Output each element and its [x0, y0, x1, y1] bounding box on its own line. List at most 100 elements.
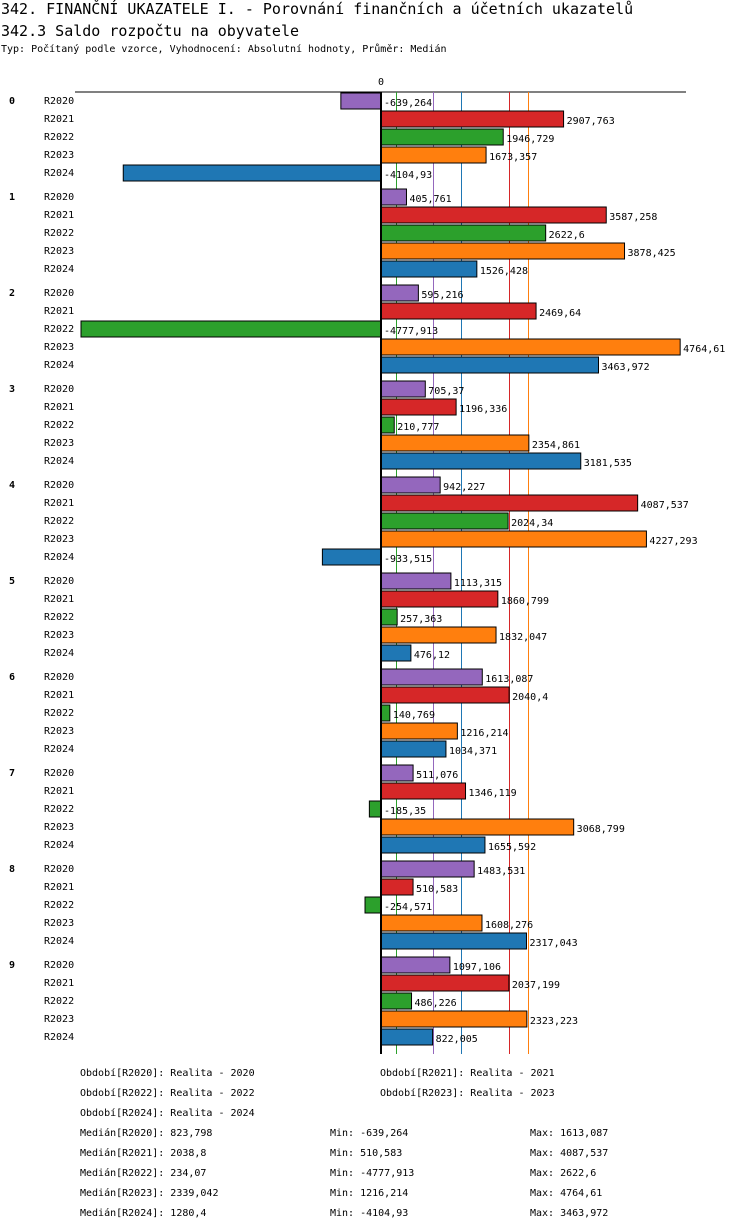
stat-max-r2021: Max: 4087,537	[530, 1148, 609, 1159]
bar-value-label: 2037,199	[512, 980, 560, 991]
series-row-label: R2022	[44, 708, 74, 719]
bar-value-label: 1608,276	[485, 920, 533, 931]
bar-r2021	[380, 974, 510, 992]
series-row-label: R2021	[44, 402, 74, 413]
bar-r2020	[380, 764, 414, 782]
bar-value-label: -254,571	[384, 902, 432, 913]
series-row-label: R2023	[44, 534, 74, 545]
series-row-label: R2024	[44, 360, 74, 371]
category-label: 8	[9, 864, 15, 875]
bar-value-label: -639,264	[384, 98, 432, 109]
series-row-label: R2023	[44, 438, 74, 449]
bar-r2022	[380, 512, 509, 530]
bar-r2023	[380, 914, 483, 932]
bar-value-label: 1034,371	[449, 746, 497, 757]
bar-r2021	[380, 206, 607, 224]
series-row-label: R2023	[44, 822, 74, 833]
bar-value-label: 3587,258	[609, 212, 657, 223]
series-row-label: R2022	[44, 420, 74, 431]
bar-value-label: 705,37	[428, 386, 464, 397]
bar-value-label: 4087,537	[641, 500, 689, 511]
bar-r2024	[321, 548, 382, 566]
bar-value-label: 257,363	[400, 614, 442, 625]
bar-value-label: 942,227	[443, 482, 485, 493]
legend-period-r2024: Období[R2024]: Realita - 2024	[80, 1108, 255, 1119]
category-label: 3	[9, 384, 15, 395]
bar-value-label: 1196,336	[459, 404, 507, 415]
bar-r2024	[380, 260, 478, 278]
bar-r2023	[380, 530, 647, 548]
bar-value-label: 210,777	[397, 422, 439, 433]
bar-value-label: 1832,047	[499, 632, 547, 643]
category-label: 7	[9, 768, 15, 779]
bar-r2021	[380, 302, 537, 320]
series-row-label: R2024	[44, 936, 74, 947]
bar-value-label: 2622,6	[549, 230, 585, 241]
bar-r2020	[380, 188, 407, 206]
bar-value-label: 1946,729	[506, 134, 554, 145]
series-row-label: R2020	[44, 384, 74, 395]
category-label: 2	[9, 288, 15, 299]
bar-r2023	[380, 1010, 528, 1028]
bar-value-label: 822,005	[436, 1034, 478, 1045]
bar-value-label: 1346,119	[469, 788, 517, 799]
bar-value-label: 1483,531	[477, 866, 525, 877]
bar-r2020	[380, 476, 441, 494]
series-row-label: R2021	[44, 594, 74, 605]
bar-r2023	[380, 146, 487, 164]
series-row-label: R2022	[44, 804, 74, 815]
stat-median-r2024: Medián[R2024]: 1280,4	[80, 1208, 207, 1219]
bar-value-label: 595,216	[421, 290, 463, 301]
series-row-label: R2022	[44, 612, 74, 623]
bar-r2023	[380, 338, 681, 356]
bar-r2020	[380, 668, 483, 686]
series-row-label: R2021	[44, 978, 74, 989]
bar-r2022	[368, 800, 382, 818]
category-label: 5	[9, 576, 15, 587]
bar-value-label: 1655,592	[488, 842, 536, 853]
series-row-label: R2020	[44, 96, 74, 107]
stat-median-r2023: Medián[R2023]: 2339,042	[80, 1188, 219, 1199]
series-row-label: R2023	[44, 1014, 74, 1025]
series-row-label: R2021	[44, 498, 74, 509]
bar-value-label: 3181,535	[584, 458, 632, 469]
series-row-label: R2021	[44, 786, 74, 797]
series-row-label: R2023	[44, 630, 74, 641]
series-row-label: R2023	[44, 726, 74, 737]
series-row-label: R2024	[44, 456, 74, 467]
bar-value-label: 486,226	[415, 998, 457, 1009]
bar-value-label: -4104,93	[384, 170, 432, 181]
bar-value-label: 2469,64	[539, 308, 581, 319]
bar-r2024	[380, 644, 412, 662]
series-row-label: R2021	[44, 306, 74, 317]
bar-r2020	[380, 860, 475, 878]
bar-r2022	[380, 608, 398, 626]
bar-value-label: 1097,106	[453, 962, 501, 973]
stat-max-r2020: Max: 1613,087	[530, 1128, 609, 1139]
bar-r2022	[380, 128, 504, 146]
stat-max-r2022: Max: 2622,6	[530, 1168, 597, 1179]
stat-min-r2020: Min: -639,264	[330, 1128, 409, 1139]
zero-tick-label: 0	[378, 77, 384, 88]
stat-min-r2022: Min: -4777,913	[330, 1168, 415, 1179]
series-row-label: R2020	[44, 288, 74, 299]
series-row-label: R2022	[44, 516, 74, 527]
stat-min-r2024: Min: -4104,93	[330, 1208, 409, 1219]
category-label: 9	[9, 960, 15, 971]
bar-value-label: 2323,223	[530, 1016, 578, 1027]
bar-r2023	[380, 434, 530, 452]
series-row-label: R2022	[44, 996, 74, 1007]
series-row-label: R2024	[44, 648, 74, 659]
series-row-label: R2023	[44, 342, 74, 353]
bar-value-label: 3878,425	[628, 248, 676, 259]
series-row-label: R2024	[44, 264, 74, 275]
series-row-label: R2020	[44, 192, 74, 203]
series-row-label: R2020	[44, 480, 74, 491]
series-row-label: R2020	[44, 864, 74, 875]
bar-value-label: 1673,357	[489, 152, 537, 163]
series-row-label: R2023	[44, 150, 74, 161]
bar-r2024	[380, 740, 447, 758]
bar-chart: 0 0 R2020 -639,264 R2021 2907,763 R2022 1946,72…	[9, 77, 725, 1054]
bar-r2020	[340, 92, 382, 110]
bar-value-label: 140,769	[393, 710, 435, 721]
